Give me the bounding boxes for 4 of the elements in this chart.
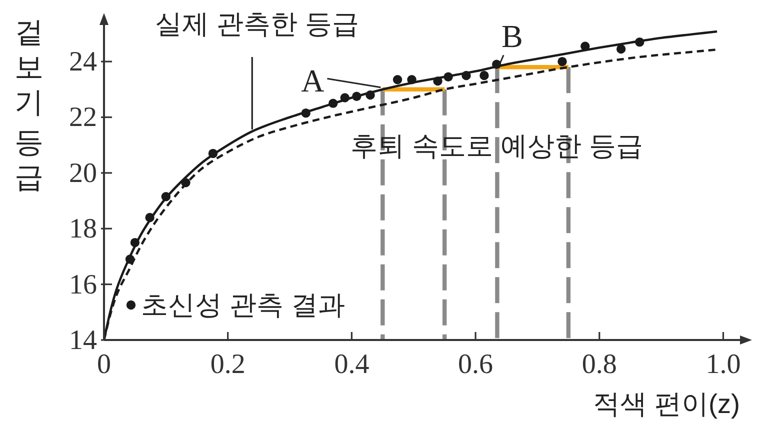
y-axis-title: 겉보기 등급 — [14, 17, 44, 194]
annotation: B — [502, 18, 523, 54]
x-axis-title: 적색 편이(z) — [593, 389, 740, 419]
annotation: A — [301, 62, 324, 98]
